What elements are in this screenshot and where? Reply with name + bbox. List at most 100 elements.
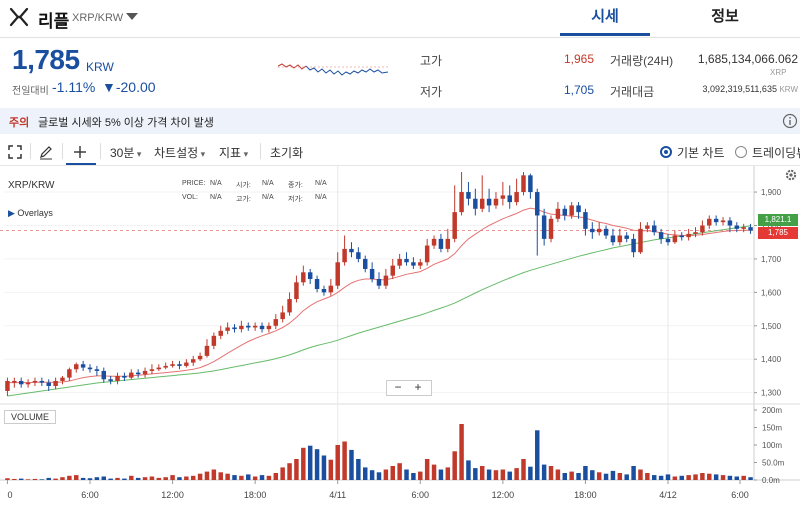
candle-body	[720, 220, 726, 223]
zoom-controls	[386, 380, 432, 396]
candle-body	[583, 212, 588, 229]
crosshair-icon[interactable]	[72, 144, 88, 160]
candle-body	[521, 175, 526, 193]
volume-bar	[211, 469, 217, 480]
x-tick-label: 4/11	[329, 490, 346, 500]
ohlc-low-value: N/A	[315, 194, 327, 201]
candle-body	[734, 225, 740, 229]
volume-bar	[404, 469, 409, 480]
tradingview-radio[interactable]	[735, 146, 747, 158]
volume-bar	[60, 477, 65, 480]
volume-bar	[590, 470, 595, 480]
ohlc-low-label: 저가:	[288, 196, 303, 203]
low-value: 1,705	[563, 83, 594, 97]
toolbar-divider	[100, 143, 101, 159]
candle-body	[287, 299, 292, 313]
candle-body	[638, 228, 643, 253]
candle-body	[108, 379, 113, 381]
candle-body	[748, 227, 753, 231]
ohlc-price-label: PRICE:	[182, 180, 206, 187]
candle-body	[259, 325, 265, 330]
tradingview-label[interactable]: 트레이딩뷰	[752, 146, 800, 160]
volume-bar	[665, 474, 671, 480]
volume-bar	[101, 476, 107, 480]
candle-body	[596, 228, 602, 233]
volume-value: 1,685,134,066.062	[697, 52, 798, 66]
settings-icon[interactable]	[784, 168, 798, 182]
candle-body	[500, 195, 506, 199]
candle-body	[25, 382, 31, 385]
candle-body	[142, 370, 148, 375]
candle-body	[115, 375, 120, 381]
candle-body	[541, 215, 547, 239]
volume-bar	[528, 466, 533, 480]
candle-body	[225, 327, 230, 331]
volume-bars	[5, 424, 753, 480]
candle-body	[369, 268, 375, 279]
candle-body	[149, 369, 155, 371]
fullscreen-icon[interactable]	[8, 145, 22, 159]
candle-body	[177, 364, 182, 366]
toolbar-divider	[260, 143, 261, 159]
basic-chart-label[interactable]: 기본 차트	[677, 146, 725, 160]
candle-body	[170, 364, 175, 366]
candle-body	[349, 248, 354, 253]
high-value: 1,965	[563, 52, 594, 66]
volume-bar	[53, 478, 58, 480]
volume-bar	[493, 470, 499, 480]
volume-bar	[135, 477, 141, 480]
volume-bar	[5, 478, 10, 480]
chart-settings-menu[interactable]: 차트설정 ▾	[154, 146, 206, 160]
reset-button[interactable]: 초기화	[270, 146, 304, 160]
volume-bar	[369, 470, 375, 480]
amount-unit: KRW	[779, 85, 798, 94]
volume-bar	[700, 473, 705, 480]
candle-body	[18, 380, 24, 385]
info-icon[interactable]	[782, 113, 798, 129]
tab-info[interactable]: 정보	[711, 8, 739, 25]
volume-bar	[25, 479, 31, 480]
volume-bar	[638, 469, 643, 480]
zoom-out-button[interactable]: −	[394, 380, 402, 394]
candle-body	[479, 198, 485, 209]
tab-quote[interactable]: 시세	[560, 0, 650, 36]
candle-body	[74, 364, 79, 370]
ohlc-close-label: 종가:	[288, 182, 303, 189]
volume-bar	[617, 473, 623, 480]
volume-bar	[707, 473, 712, 480]
volume-bar	[390, 466, 395, 480]
x-tick-label: 6:00	[81, 490, 99, 500]
volume-bar	[328, 459, 334, 480]
volume-bar	[342, 441, 347, 480]
price-chart[interactable]: 1,9001,8001,7001,6001,5001,4001,300200m1…	[0, 166, 800, 506]
chevron-down-icon[interactable]	[126, 13, 138, 20]
pencil-icon[interactable]	[38, 144, 54, 160]
volume-bar	[129, 475, 134, 480]
volume-bar	[149, 476, 155, 480]
volume-bar	[287, 463, 292, 480]
candle-body	[314, 278, 320, 290]
candle-body	[590, 228, 595, 233]
volume-bar	[163, 477, 168, 480]
candle-body	[80, 364, 86, 368]
candle-body	[624, 235, 629, 239]
candle-body	[727, 220, 733, 226]
candle-body	[713, 218, 719, 223]
overlays-toggle[interactable]: ▶ Overlays	[8, 208, 53, 218]
interval-select[interactable]: 30분 ▾	[110, 146, 142, 160]
candle-body	[197, 355, 203, 360]
zoom-in-button[interactable]: +	[414, 380, 422, 394]
candle-body	[218, 330, 223, 336]
candle-body	[658, 232, 664, 239]
basic-chart-radio[interactable]	[660, 146, 672, 158]
indicators-menu[interactable]: 지표 ▾	[219, 146, 249, 160]
volume-bar	[115, 477, 120, 480]
volume-bar	[562, 473, 568, 480]
volume-bar	[438, 469, 444, 480]
volume-bar	[321, 455, 327, 480]
candle-body	[46, 382, 51, 386]
volume-bar	[431, 464, 437, 480]
amount-value-row: 3,092,319,511,635 KRW	[650, 84, 798, 94]
volume-bar	[383, 469, 389, 480]
market-pair: XRP/KRW	[72, 12, 124, 24]
